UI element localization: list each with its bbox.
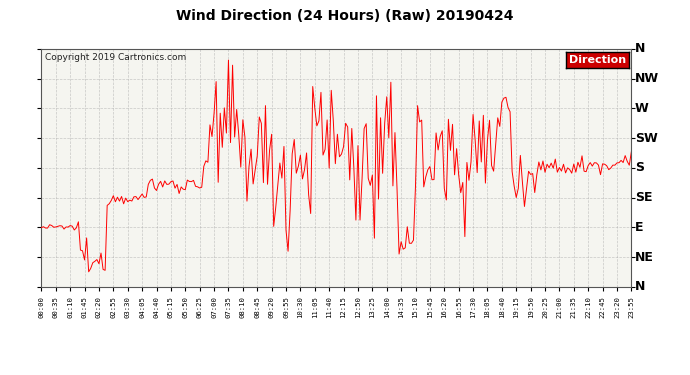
Text: N: N xyxy=(635,280,645,293)
Text: E: E xyxy=(635,221,643,234)
Text: NW: NW xyxy=(635,72,659,85)
Text: NE: NE xyxy=(635,251,653,264)
Text: Direction: Direction xyxy=(569,55,626,64)
Text: SE: SE xyxy=(635,191,652,204)
Text: N: N xyxy=(635,42,645,55)
Text: Wind Direction (24 Hours) (Raw) 20190424: Wind Direction (24 Hours) (Raw) 20190424 xyxy=(176,9,514,23)
Text: S: S xyxy=(635,161,644,174)
Text: SW: SW xyxy=(635,132,658,144)
Text: Copyright 2019 Cartronics.com: Copyright 2019 Cartronics.com xyxy=(45,53,186,62)
Text: W: W xyxy=(635,102,649,115)
